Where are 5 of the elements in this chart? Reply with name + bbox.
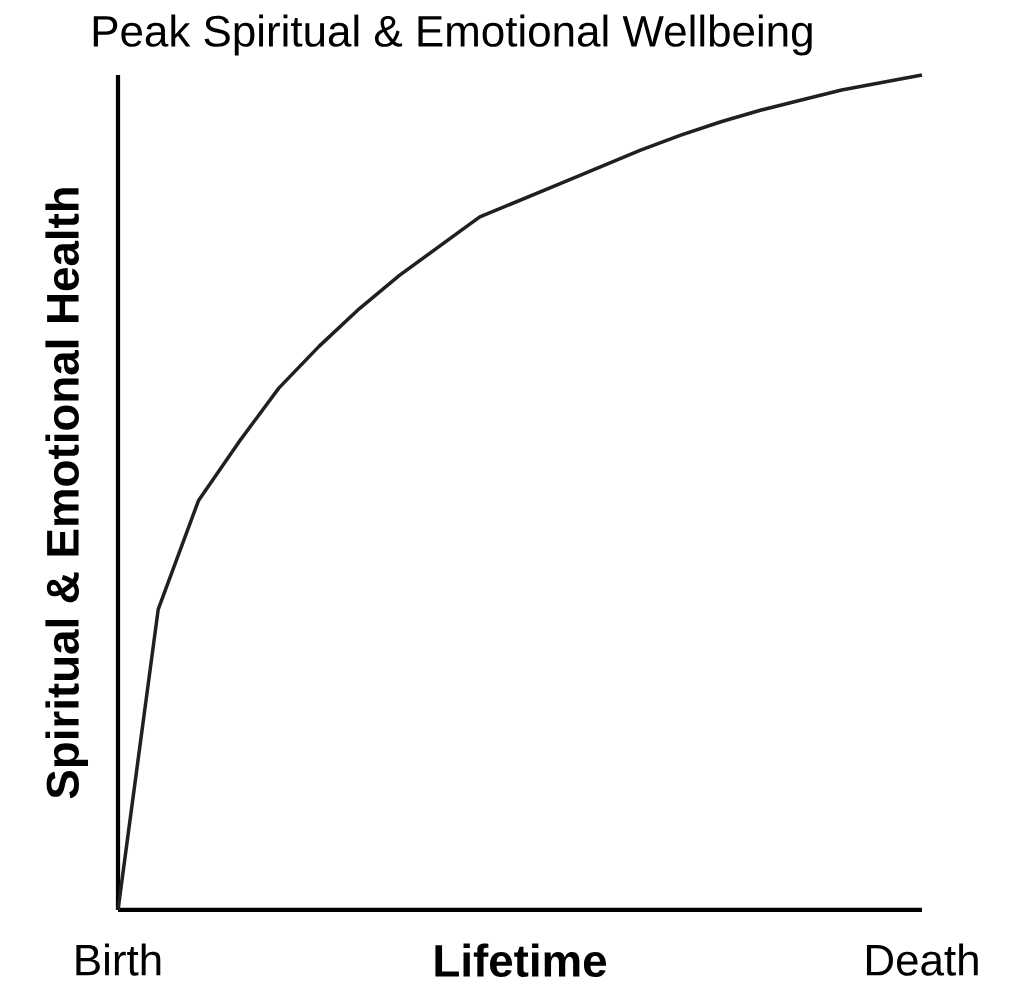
y-axis-title: Spiritual & Emotional Health [45, 188, 89, 799]
x-axis-title: Lifetime [435, 943, 607, 978]
chart-title: Peak Spiritual & Emotional Wellbeing [93, 14, 812, 56]
x-tick-label: Death [866, 943, 978, 976]
x-tick-label: Birth [76, 943, 161, 976]
